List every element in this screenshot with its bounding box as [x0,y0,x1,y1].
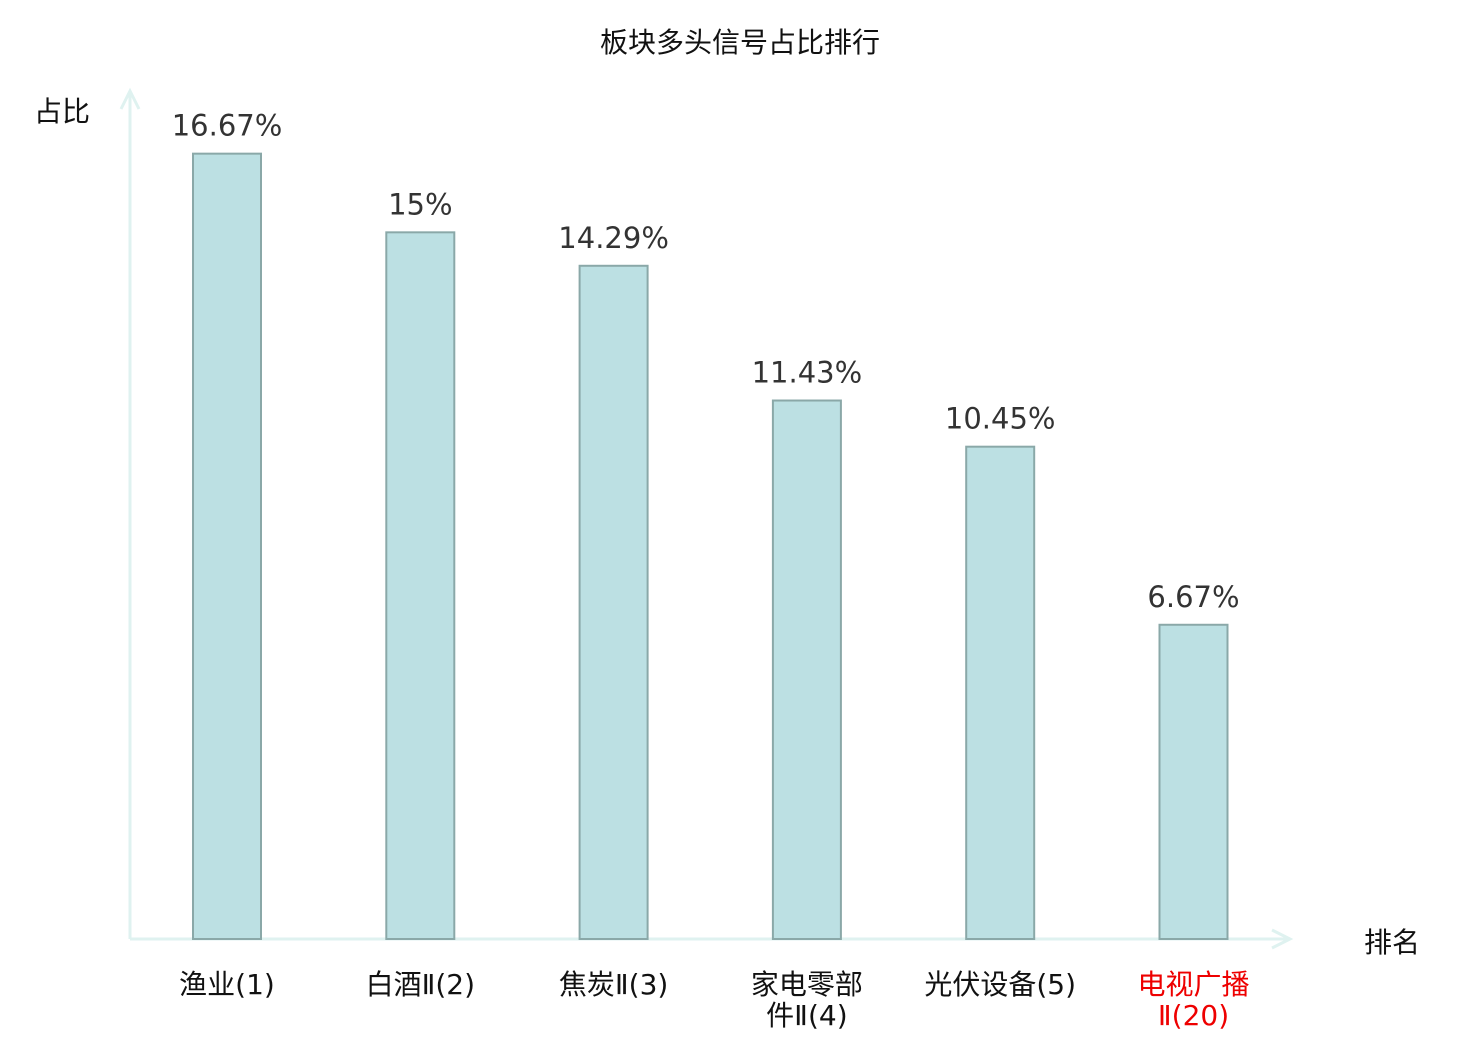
x-tick-line: 光伏设备(5) [924,968,1076,1001]
value-labels: 16.67% 15% 14.29% 11.43% 10.45% 6.67% [172,109,1240,614]
data-label: 14.29% [558,221,669,255]
bar [771,399,842,940]
y-axis-label: 占比 [34,95,90,128]
x-axis-arrow-icon [1271,928,1294,950]
axes [119,87,1294,950]
x-tick-labels: 渔业(1) 白酒Ⅱ(2) 焦炭Ⅱ(3) 家电零部件Ⅱ(4) 光伏设备(5) 电视广播 Ⅱ(2… [179,968,1249,1032]
data-label: 6.67% [1147,580,1239,614]
bar [965,445,1036,940]
data-label: 11.43% [752,356,863,390]
x-tick-line: 白酒Ⅱ(2) [366,968,475,1001]
bar [578,264,649,940]
x-tick-line: 电视广播 [1137,968,1249,1001]
bar [192,152,262,940]
x-tick-line: 渔业(1) [179,968,275,1001]
y-axis-arrow-icon [119,87,141,110]
x-tick-label: 电视广播 Ⅱ(20) [1137,968,1249,1032]
x-tick-line: 焦炭Ⅱ(3) [559,968,668,1001]
x-tick-line: 家电零部 [751,968,863,1001]
data-label: 16.67% [172,109,283,143]
bar [1158,623,1229,940]
x-tick-label: 光伏设备(5) [924,968,1076,1001]
x-tick-line: 件Ⅱ(4) [766,999,847,1032]
x-tick-label: 渔业(1) [179,968,275,1001]
data-label: 10.45% [945,402,1056,436]
bars [192,152,1229,941]
x-axis-label: 排名 [1364,926,1420,959]
x-tick-label: 白酒Ⅱ(2) [366,968,475,1001]
bar [385,231,456,941]
chart-title: 板块多头信号占比排行 [600,26,880,59]
x-tick-line: Ⅱ(20) [1158,999,1229,1032]
x-tick-label: 焦炭Ⅱ(3) [559,968,668,1001]
data-label: 15% [388,187,452,221]
x-tick-label: 家电零部件Ⅱ(4) [751,968,863,1032]
